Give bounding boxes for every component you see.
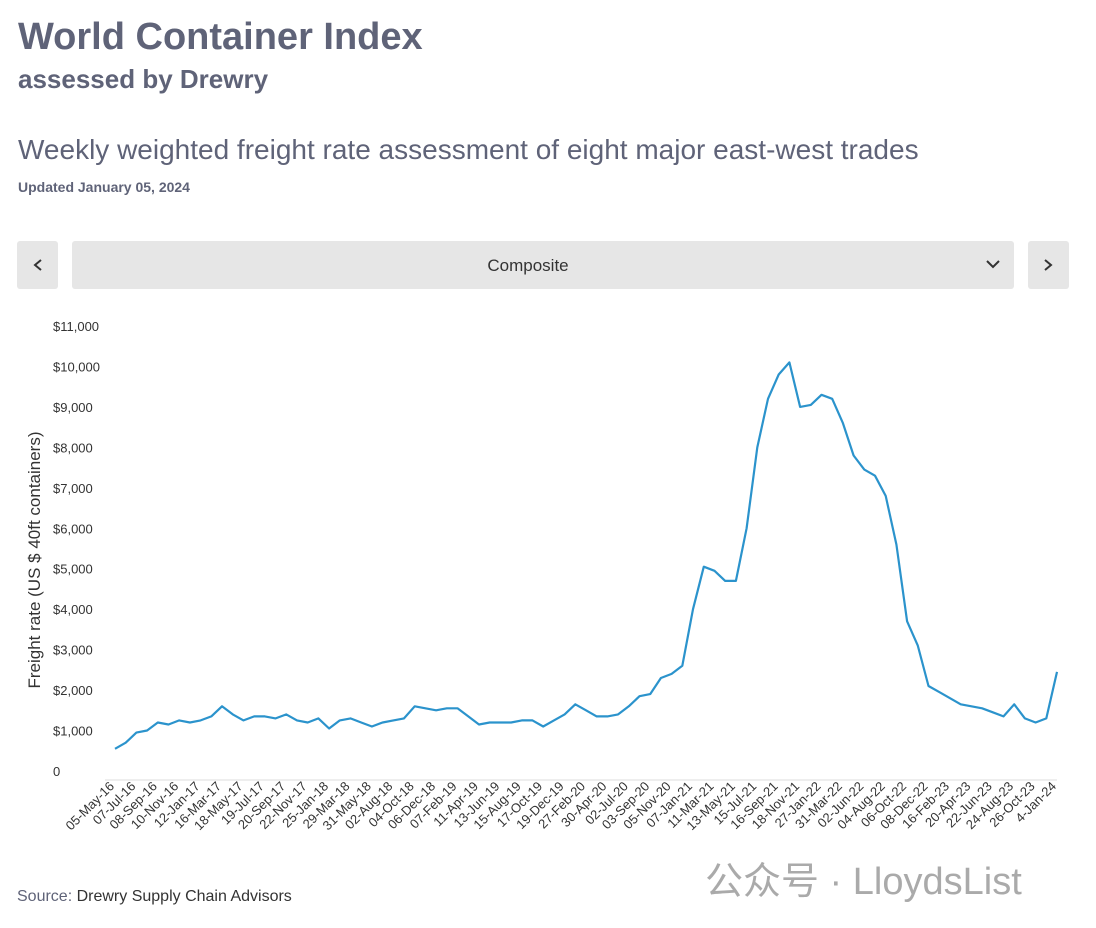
y-tick-label: $5,000 (53, 562, 93, 577)
source-label: Source: Drewry Supply Chain Advisors (17, 888, 292, 906)
y-tick-label: $9,000 (53, 400, 93, 415)
y-axis-label: Freight rate (US $ 40ft containers) (25, 431, 44, 688)
source-prefix: Source: (17, 888, 73, 905)
dropdown-icon (986, 260, 1000, 269)
y-tick-label: $6,000 (53, 521, 93, 536)
updated: Updated January 05, 2024 (18, 179, 190, 195)
prev-icon (33, 259, 42, 271)
next-button[interactable] (1028, 241, 1069, 289)
source: Drewry Supply Chain Advisors (76, 888, 292, 905)
dropdown[interactable]: Composite (72, 241, 1014, 289)
y-tick-label: $8,000 (53, 440, 93, 455)
y-tick-label: $11,000 (53, 319, 99, 334)
watermark: 公众号 · LloydsList (705, 861, 1022, 903)
y-tick-label: $2,000 (53, 683, 93, 698)
y-tick-label: $7,000 (53, 481, 93, 496)
y-tick-label: 0 (53, 764, 60, 779)
subtitle: assessed by Drewry (18, 64, 269, 94)
heading: Weekly weighted freight rate assessment … (18, 134, 919, 165)
prev-button[interactable] (17, 241, 58, 289)
next-icon (1044, 259, 1053, 271)
series-line (114, 361, 1059, 750)
title: World Container Index (18, 16, 423, 58)
dropdown-value: Composite (487, 256, 569, 275)
y-tick-label: $1,000 (53, 724, 93, 739)
y-tick-label: $10,000 (53, 359, 100, 374)
y-tick-label: $3,000 (53, 643, 93, 658)
y-tick-label: $4,000 (53, 602, 93, 617)
chart: Freight rate (US $ 40ft containers) 0 $1,… (25, 319, 1059, 833)
